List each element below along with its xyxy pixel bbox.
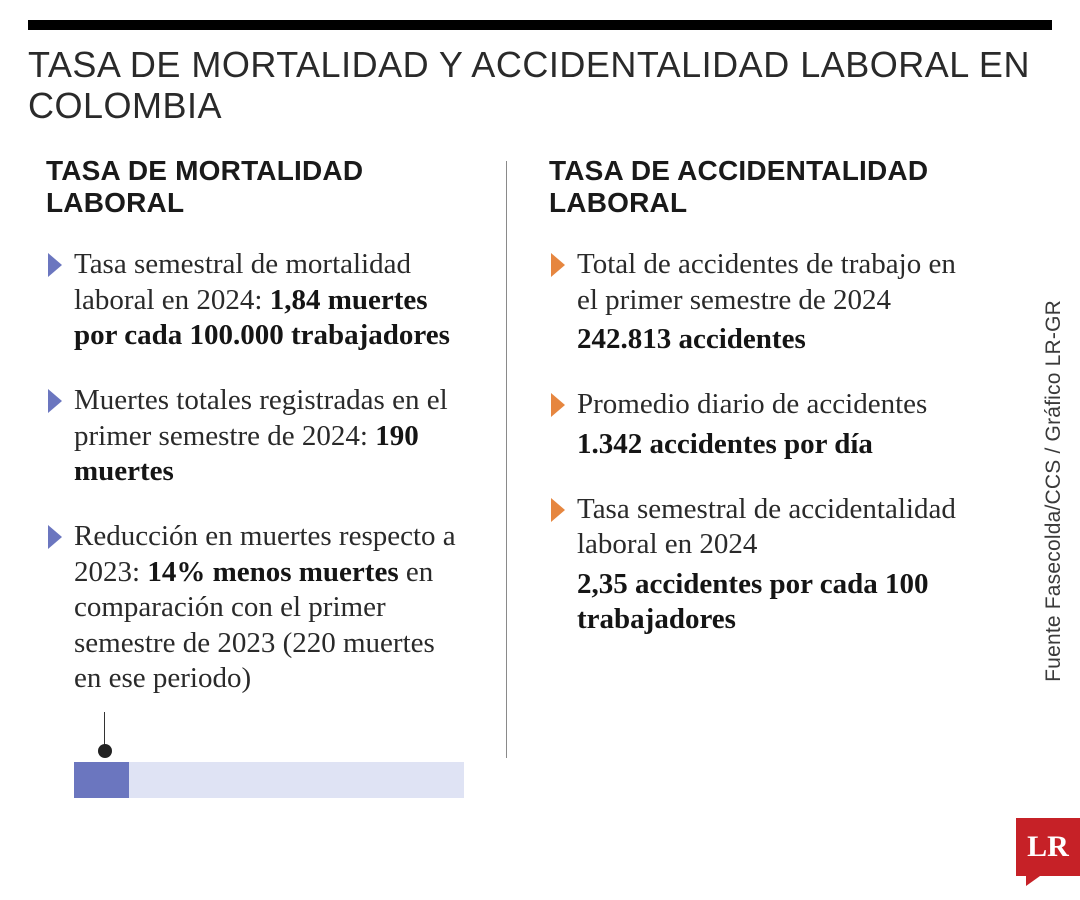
accident-item-2-text: Tasa semestral de accidentalidad laboral… (577, 492, 962, 638)
bullet-arrow-icon (46, 251, 64, 279)
marker-dot (98, 744, 112, 758)
col-mortality-title: TASA DE MORTALIDAD LABORAL (46, 155, 464, 219)
accident-item-0-lead: Total de accidentes de trabajo en el pri… (577, 248, 956, 315)
accident-item-1-lead: Promedio diario de accidentes (577, 388, 927, 420)
lr-logo-text: LR (1027, 830, 1069, 864)
main-title: TASA DE MORTALIDAD Y ACCIDENTALIDAD LABO… (28, 44, 1052, 127)
marker-line (104, 712, 105, 746)
reduction-bar-fill (74, 762, 129, 798)
top-rule (28, 20, 1052, 30)
col-accidents-title: TASA DE ACCIDENTALIDAD LABORAL (549, 155, 962, 219)
accident-item-0-value: 242.813 accidentes (577, 322, 962, 357)
accident-item-1: Promedio diario de accidentes 1.342 acci… (549, 387, 962, 462)
accident-item-1-text: Promedio diario de accidentes 1.342 acci… (577, 387, 927, 462)
accident-item-2-lead: Tasa semestral de accidentalidad laboral… (577, 493, 956, 560)
accident-item-2: Tasa semestral de accidentalidad laboral… (549, 492, 962, 638)
bullet-arrow-icon (549, 251, 567, 279)
bullet-arrow-icon (46, 387, 64, 415)
col-mortality: TASA DE MORTALIDAD LABORAL Tasa semestra… (28, 155, 506, 799)
source-credit: Fuente Fasecolda/CCS / Gráfico LR-GR (1042, 300, 1066, 682)
mortality-item-1-text: Muertes totales registradas en el primer… (74, 383, 464, 489)
mortality-item-2-bold: 14% menos muertes (147, 556, 398, 588)
mortality-item-1: Muertes totales registradas en el primer… (46, 383, 464, 489)
mortality-item-0: Tasa semestral de mortalidad laboral en … (46, 247, 464, 353)
reduction-bar-marker (74, 712, 464, 798)
accident-item-0: Total de accidentes de trabajo en el pri… (549, 247, 962, 357)
mortality-item-2-text: Reducción en muertes respecto a 2023: 14… (74, 519, 464, 696)
lr-logo-badge: LR (1016, 818, 1080, 876)
accident-item-0-text: Total de accidentes de trabajo en el pri… (577, 247, 962, 357)
col-accidents: TASA DE ACCIDENTALIDAD LABORAL Total de … (507, 155, 1052, 799)
columns: TASA DE MORTALIDAD LABORAL Tasa semestra… (28, 155, 1052, 799)
bullet-arrow-icon (46, 523, 64, 551)
bullet-arrow-icon (549, 496, 567, 524)
reduction-bar-track (74, 762, 464, 798)
accident-item-1-value: 1.342 accidentes por día (577, 427, 927, 462)
bullet-arrow-icon (549, 391, 567, 419)
accident-item-2-value: 2,35 accidentes por cada 100 trabajadore… (577, 567, 962, 638)
mortality-item-2: Reducción en muertes respecto a 2023: 14… (46, 519, 464, 696)
mortality-item-0-text: Tasa semestral de mortalidad laboral en … (74, 247, 464, 353)
